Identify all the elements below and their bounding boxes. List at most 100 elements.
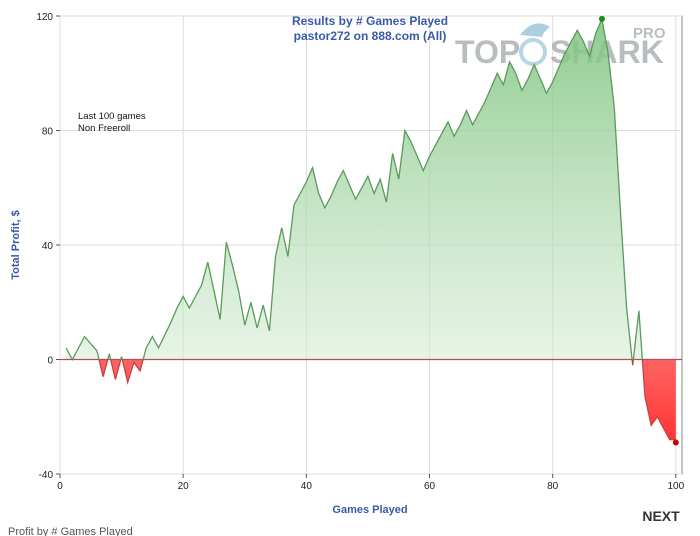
last-game-marker [672, 439, 679, 446]
data-point [570, 40, 573, 43]
data-point [157, 347, 160, 350]
data-point [477, 112, 480, 115]
data-point [385, 201, 388, 204]
shark-fin-icon [520, 23, 550, 37]
y-axis-title: Total Profit, $ [10, 210, 22, 279]
data-point [274, 255, 277, 258]
data-point [644, 395, 647, 398]
data-point [520, 89, 523, 92]
data-point [305, 181, 308, 184]
x-tick-label: 80 [547, 481, 559, 492]
data-point [102, 375, 105, 378]
data-point [286, 255, 289, 258]
x-tick-label: 60 [424, 481, 436, 492]
data-point [231, 264, 234, 267]
data-point [145, 347, 148, 350]
data-point [428, 155, 431, 158]
data-point [243, 324, 246, 327]
data-point [182, 295, 185, 298]
profit-area-negative [66, 359, 676, 440]
data-point [545, 92, 548, 95]
x-axis-title: Games Played [332, 504, 407, 516]
data-point [502, 83, 505, 86]
chart-title: Results by # Games Played [292, 14, 448, 28]
data-point [139, 369, 142, 372]
data-point [557, 66, 560, 69]
data-point [508, 60, 511, 63]
data-point [108, 352, 111, 355]
data-point [379, 178, 382, 181]
data-point [459, 123, 462, 126]
data-point [613, 106, 616, 109]
data-point [212, 289, 215, 292]
y-tick-label: -40 [39, 470, 54, 481]
data-point [194, 295, 197, 298]
data-point [446, 120, 449, 123]
data-point [662, 427, 665, 430]
data-point [465, 109, 468, 112]
data-point [373, 192, 376, 195]
annotation-last-games: Last 100 games [78, 111, 146, 122]
data-point [416, 155, 419, 158]
data-point [176, 306, 179, 309]
data-point [311, 166, 314, 169]
data-point [336, 181, 339, 184]
max-profit-marker [598, 15, 605, 22]
profit-line-positive [65, 16, 644, 360]
shark-icon [519, 38, 547, 66]
data-point [262, 304, 265, 307]
footer-label: Profit by # Games Played [8, 526, 133, 536]
data-point [114, 378, 117, 381]
data-point [422, 169, 425, 172]
data-point [588, 55, 591, 58]
data-point [206, 261, 209, 264]
data-point [188, 306, 191, 309]
next-button[interactable]: NEXT [642, 508, 680, 524]
data-point [496, 72, 499, 75]
profit-area-positive [66, 18, 676, 360]
data-point [151, 335, 154, 338]
data-point [483, 100, 486, 103]
data-point [95, 349, 98, 352]
data-point [360, 186, 363, 189]
data-point [533, 63, 536, 66]
chart-subtitle: pastor272 on 888.com (All) [294, 29, 447, 43]
data-point [471, 123, 474, 126]
data-point [342, 169, 345, 172]
data-point [132, 361, 135, 364]
data-point [317, 192, 320, 195]
data-point [625, 306, 628, 309]
data-point [323, 206, 326, 209]
data-point [594, 32, 597, 35]
data-point [576, 29, 579, 32]
y-tick-label: 40 [42, 241, 54, 252]
data-point [249, 301, 252, 304]
data-point [490, 86, 493, 89]
data-point [200, 284, 203, 287]
data-point [514, 72, 517, 75]
data-point [434, 143, 437, 146]
data-point [237, 289, 240, 292]
data-point [268, 329, 271, 332]
footer-partial-text: Profit by # Games Played [0, 526, 700, 536]
y-tick-label: 0 [47, 356, 53, 367]
logo-pro-text: PRO [633, 25, 666, 42]
data-point [453, 135, 456, 138]
annotation-non-freeroll: Non Freeroll [78, 123, 130, 134]
data-point [563, 52, 566, 55]
data-point [391, 152, 394, 155]
data-point [71, 358, 74, 361]
data-point [354, 198, 357, 201]
data-point [637, 309, 640, 312]
data-point [219, 318, 222, 321]
data-point [299, 192, 302, 195]
y-tick-label: 120 [36, 12, 53, 23]
data-point [256, 327, 259, 330]
data-point [656, 415, 659, 418]
data-point [65, 347, 68, 350]
x-tick-label: 0 [57, 481, 63, 492]
x-tick-label: 20 [178, 481, 190, 492]
data-point [329, 195, 332, 198]
